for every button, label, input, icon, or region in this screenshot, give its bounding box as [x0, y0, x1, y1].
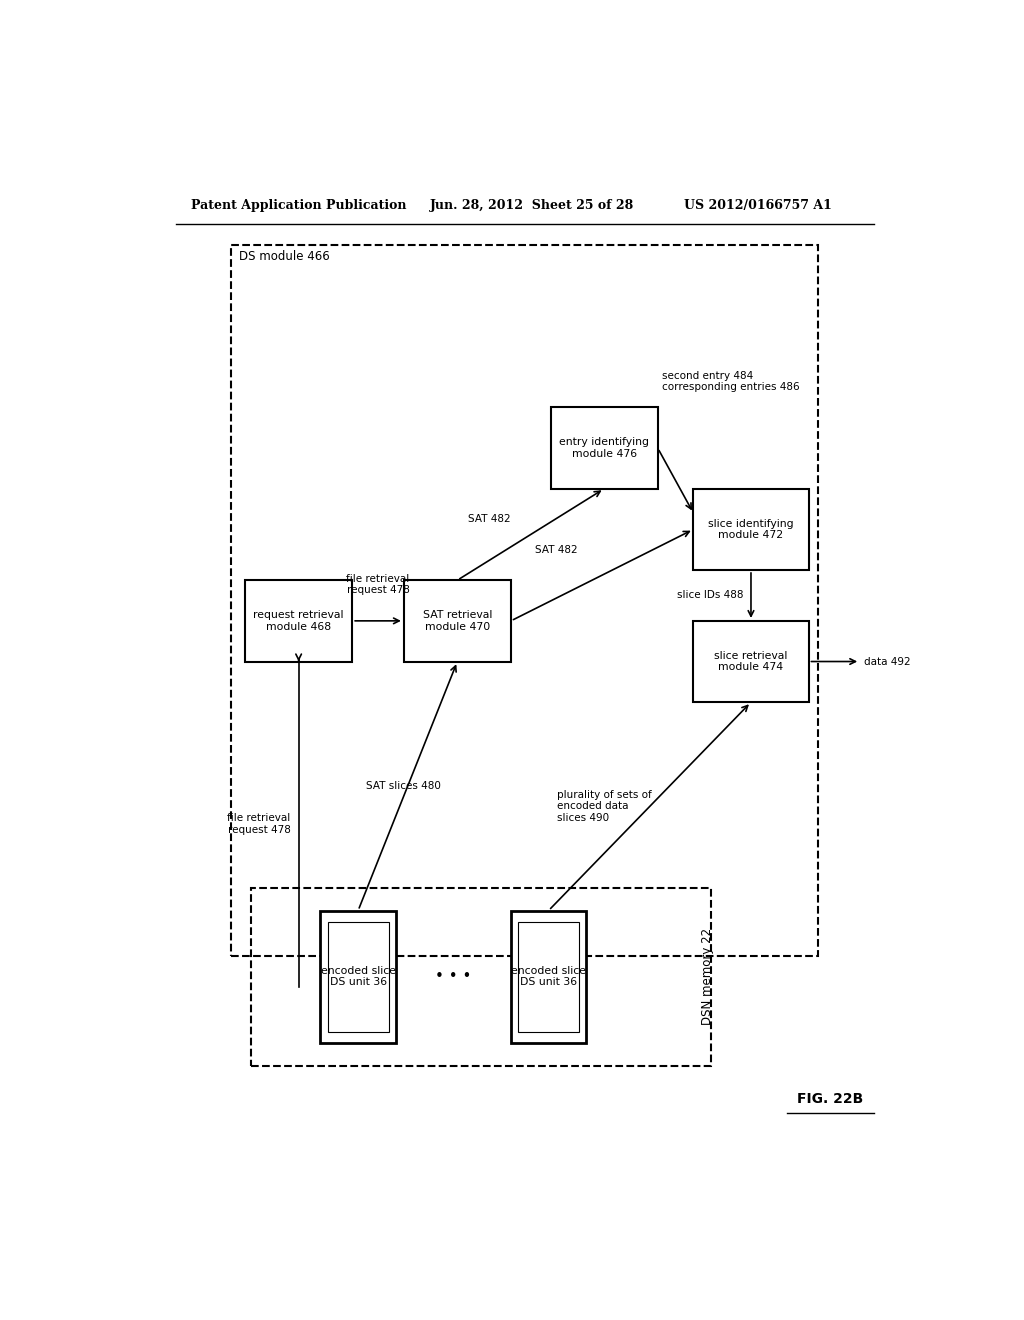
Text: SAT 482: SAT 482: [535, 545, 578, 554]
Text: • • •: • • •: [435, 969, 472, 985]
Text: encoded slice
DS unit 36: encoded slice DS unit 36: [511, 966, 586, 987]
Text: slice IDs 488: slice IDs 488: [677, 590, 743, 601]
Bar: [693, 488, 809, 570]
Text: DS module 466: DS module 466: [240, 249, 330, 263]
Text: slice identifying
module 472: slice identifying module 472: [709, 519, 794, 540]
Bar: [245, 581, 352, 661]
Text: slice retrieval
module 474: slice retrieval module 474: [715, 651, 787, 672]
Text: file retrieval
request 478: file retrieval request 478: [227, 813, 291, 836]
Bar: [231, 244, 818, 956]
Text: entry identifying
module 476: entry identifying module 476: [559, 437, 649, 459]
Text: data 492: data 492: [864, 656, 910, 667]
Bar: [321, 911, 396, 1043]
Text: Patent Application Publication: Patent Application Publication: [191, 199, 407, 213]
Text: SAT 482: SAT 482: [468, 515, 511, 524]
Text: SAT slices 480: SAT slices 480: [367, 781, 441, 791]
Text: encoded slice
DS unit 36: encoded slice DS unit 36: [321, 966, 395, 987]
Bar: [328, 921, 389, 1032]
Bar: [693, 620, 809, 702]
Text: plurality of sets of
encoded data
slices 490: plurality of sets of encoded data slices…: [557, 789, 651, 822]
Text: SAT retrieval
module 470: SAT retrieval module 470: [423, 610, 492, 632]
Bar: [511, 911, 587, 1043]
Text: DSN memory 22: DSN memory 22: [700, 928, 714, 1026]
Bar: [251, 887, 712, 1065]
Text: second entry 484
corresponding entries 486: second entry 484 corresponding entries 4…: [662, 371, 800, 392]
Bar: [551, 408, 657, 488]
Bar: [403, 581, 511, 661]
Bar: [518, 921, 580, 1032]
Text: US 2012/0166757 A1: US 2012/0166757 A1: [684, 199, 831, 213]
Text: Jun. 28, 2012  Sheet 25 of 28: Jun. 28, 2012 Sheet 25 of 28: [430, 199, 634, 213]
Text: file retrieval
request 478: file retrieval request 478: [346, 574, 410, 595]
Text: FIG. 22B: FIG. 22B: [798, 1092, 863, 1106]
Text: request retrieval
module 468: request retrieval module 468: [253, 610, 344, 632]
